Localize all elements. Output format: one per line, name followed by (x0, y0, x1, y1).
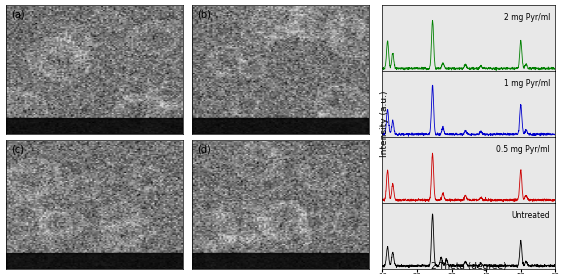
Text: (c): (c) (11, 144, 24, 154)
Bar (192, 253, 369, 269)
Text: 2-Theta (degree): 2-Theta (degree) (431, 262, 506, 271)
Bar (192, 118, 369, 134)
Text: 0.5 mg Pyr/ml: 0.5 mg Pyr/ml (496, 145, 550, 154)
Text: (b): (b) (197, 9, 211, 19)
Text: (d): (d) (197, 144, 211, 154)
Bar (6, 253, 183, 269)
Bar (6, 118, 183, 134)
Text: (a): (a) (11, 9, 25, 19)
Text: 2 mg Pyr/ml: 2 mg Pyr/ml (504, 13, 550, 22)
Text: Untreated: Untreated (512, 211, 550, 220)
Text: 1 mg Pyr/ml: 1 mg Pyr/ml (504, 79, 550, 88)
Text: Intensity (a.u.): Intensity (a.u.) (380, 90, 389, 156)
